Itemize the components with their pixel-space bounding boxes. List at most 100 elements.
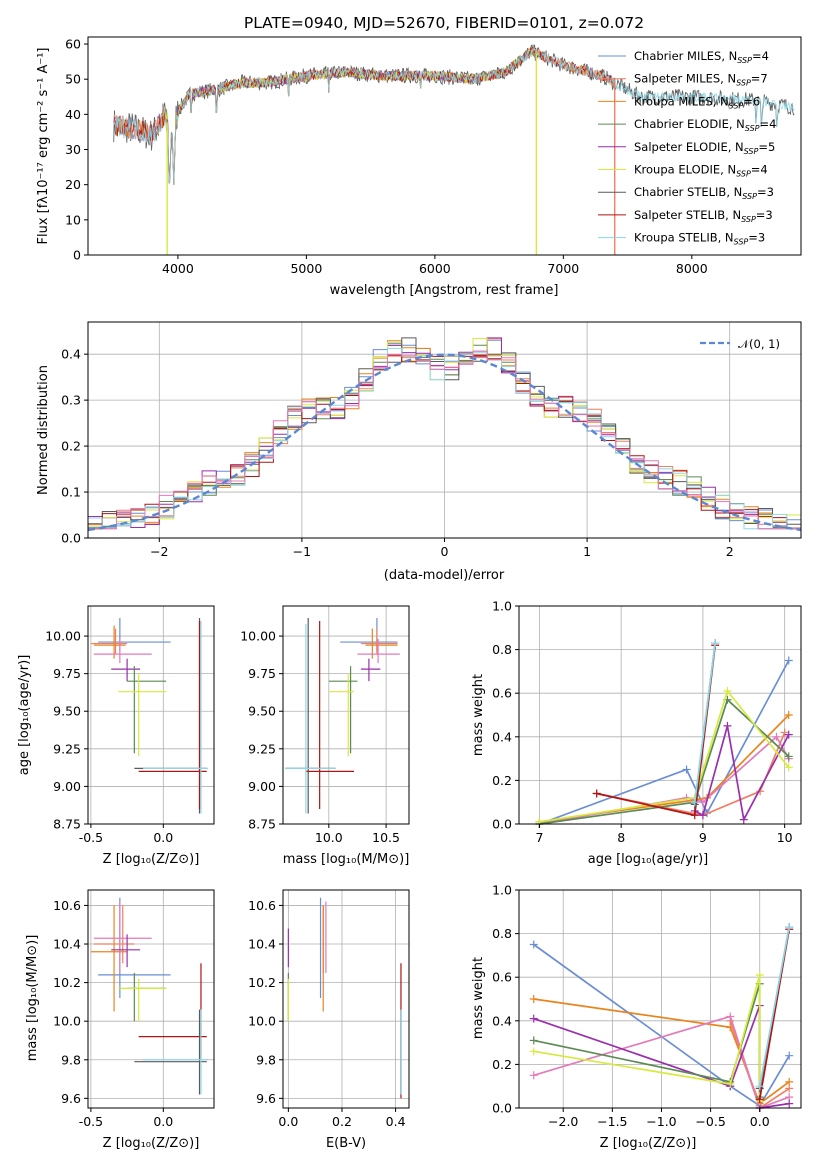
ytick-label: 9.00 xyxy=(53,779,81,794)
ytick-label: 10.0 xyxy=(53,1014,81,1029)
panel-frame xyxy=(282,605,410,825)
ytick-label: 9.6 xyxy=(256,1091,276,1106)
residual-xlabel: (data-model)/error xyxy=(384,568,505,583)
ytick-label: 0.4 xyxy=(492,1013,512,1028)
weight-marker-c_miles xyxy=(529,940,538,949)
ytick-label: 0.2 xyxy=(492,1057,512,1072)
weight-marker-k_elodie xyxy=(755,971,764,980)
weight-marker-k_miles xyxy=(529,995,538,1003)
legend-count: =7 xyxy=(751,72,768,86)
weight-marker-k_stelib xyxy=(711,639,720,648)
ytick-label: 10.2 xyxy=(53,975,81,990)
mass-z-xlabel: Z [log₁₀(Z/Z⊙)] xyxy=(103,1136,200,1151)
weight-marker-k_stelib xyxy=(755,1082,764,1091)
spectrum-line-k_stelib xyxy=(113,46,795,185)
mass-vs-metallicity-marks: -0.5 0.0 9.6 9.8 10.0 10.2 10.4 10.6 xyxy=(53,889,215,1129)
legend-subscript: SSP xyxy=(744,147,759,156)
xtick-label: 8 xyxy=(617,830,625,845)
ytick-label: 9.6 xyxy=(61,1091,81,1106)
spectrum-xtick-label: 8000 xyxy=(676,261,708,276)
weight-marker-k_elodie xyxy=(529,1047,538,1056)
spectrum-ytick-label: 60 xyxy=(65,37,81,52)
spectrum-ytick-label: 40 xyxy=(65,107,81,122)
legend-count: =3 xyxy=(757,185,774,199)
legend-label-c_elodie: Chabrier ELODIE, NSSP=4 xyxy=(634,117,776,133)
weight-line-k_elodie xyxy=(539,689,790,823)
ytick-label: 10.00 xyxy=(45,629,81,644)
weight-marker-c_miles xyxy=(784,656,793,665)
xtick-label: 9 xyxy=(699,830,707,845)
residual-hist-k_stelib xyxy=(88,347,801,530)
weight-marker-s_elodie xyxy=(529,1014,538,1023)
spectrum-ticks: 4000 5000 6000 7000 8000 0 10 20 30 40 50 60 xyxy=(65,37,708,276)
panel-frame xyxy=(87,605,215,825)
age-z-ylabel: age [log₁₀(age/yr)] xyxy=(17,655,32,776)
legend-label-s_stelib: Salpeter STELIB, NSSP=3 xyxy=(634,208,773,224)
ytick-label: 0.2 xyxy=(492,773,512,788)
legend-text: Chabrier MILES, N xyxy=(634,49,737,63)
weight-vs-metallicity-panel: −2.0 −1.5 −1.0 −0.5 0.0 0.0 0.2 0.4 0.6 0.8 1.0 Z … xyxy=(471,883,802,1151)
residual-series xyxy=(87,337,802,532)
residual-ytick-label: 0.3 xyxy=(61,393,81,408)
weight-marker-s_stelib xyxy=(592,789,601,798)
xtick-label: 0.4 xyxy=(386,1114,406,1129)
weight-marker-k_elodie xyxy=(726,1080,735,1089)
ytick-label: 9.25 xyxy=(53,741,81,756)
weight-marker-c_miles xyxy=(785,1051,794,1060)
spectrum-xlabel: wavelength [Angstrom, rest frame] xyxy=(330,283,559,298)
residual-xtick-label: 1 xyxy=(583,544,591,559)
ytick-label: 1.0 xyxy=(492,883,512,898)
ytick-label: 9.50 xyxy=(53,704,81,719)
ytick-label: 9.8 xyxy=(256,1052,276,1067)
normal-legend-label: 𝒩(0, 1) xyxy=(738,337,780,351)
legend-subscript: SSP xyxy=(736,79,751,88)
weight-line-pink xyxy=(533,1015,790,1110)
xtick-label: 0.0 xyxy=(278,1114,298,1129)
legend-subscript: SSP xyxy=(742,192,757,201)
xtick-label: −1.0 xyxy=(646,1114,676,1129)
spectrum-frame xyxy=(87,36,802,256)
weight-marker-pink xyxy=(698,798,707,807)
ytick-label: 10.0 xyxy=(248,1014,276,1029)
mass-vs-metallicity-panel: -0.5 0.0 9.6 9.8 10.0 10.2 10.4 10.6 Z [log₁₀(Z… xyxy=(25,889,215,1151)
spectrum-ytick-label: 20 xyxy=(65,177,81,192)
mass-vs-ebv-panel: 0.0 0.2 0.4 9.6 9.8 10.0 10.2 10.4 10.6 E(B-V) xyxy=(248,889,410,1151)
xtick-label: 0.0 xyxy=(153,1114,173,1129)
weight-marker-k_elodie xyxy=(723,687,732,696)
weight-marker-k_miles xyxy=(784,711,793,719)
spectrum-xtick-label: 6000 xyxy=(419,261,451,276)
ytick-label: 0.8 xyxy=(492,926,512,941)
panel-frame xyxy=(518,605,802,825)
legend-label-s_miles: Salpeter MILES, NSSP=7 xyxy=(634,72,768,88)
spectrum-ytick-label: 0 xyxy=(73,248,81,263)
spectrum-series xyxy=(113,44,795,255)
weight-marker-s_elodie xyxy=(785,1099,794,1108)
legend-text: Salpeter MILES, N xyxy=(634,72,736,86)
weight-line-s_elodie xyxy=(694,725,790,823)
weight-vs-age-panel: 7 8 9 10 0.0 0.2 0.4 0.6 0.8 1.0 age [log₁₀(age/y… xyxy=(471,599,802,867)
weight-age-xlabel: age [log₁₀(age/yr)] xyxy=(588,852,709,867)
legend-subscript: SSP xyxy=(741,215,756,224)
residual-frame xyxy=(87,321,802,539)
weight-z-ylabel: mass weight xyxy=(471,957,486,1039)
weight-marker-s_elodie xyxy=(723,721,732,730)
xtick-label: 10 xyxy=(777,830,793,845)
weight-marker-s_miles xyxy=(785,1084,794,1093)
normal-curve xyxy=(87,353,802,532)
weight-marker-s_elodie xyxy=(784,730,793,739)
legend-label-s_elodie: Salpeter ELODIE, NSSP=5 xyxy=(634,140,775,156)
legend-text: Chabrier STELIB, N xyxy=(634,185,742,199)
spectrum-xtick-label: 7000 xyxy=(547,261,579,276)
legend-label-k_elodie: Kroupa ELODIE, NSSP=4 xyxy=(634,163,768,179)
mass-ebv-xlabel: E(B-V) xyxy=(326,1136,366,1151)
weight-line-s_stelib xyxy=(596,645,717,817)
ytick-label: 10.6 xyxy=(53,898,81,913)
legend-subscript: SSP xyxy=(737,56,752,65)
ytick-label: 10.00 xyxy=(240,629,276,644)
weight-line-c_elodie xyxy=(533,983,761,1098)
weight-marker-pink xyxy=(529,1071,538,1080)
weight-age-ylabel: mass weight xyxy=(471,674,486,756)
legend-count: =5 xyxy=(758,140,775,154)
xtick-label: 0.0 xyxy=(750,1114,770,1129)
